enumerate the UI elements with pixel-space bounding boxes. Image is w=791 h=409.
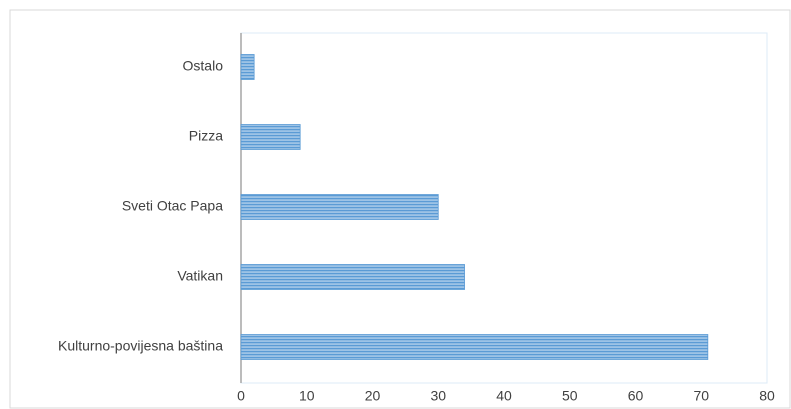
x-tick-label: 30 bbox=[430, 388, 446, 404]
bar bbox=[240, 124, 301, 150]
y-tick-label: Vatikan bbox=[177, 268, 223, 284]
x-tick-label: 40 bbox=[496, 388, 512, 404]
y-tick-label: Ostalo bbox=[183, 58, 224, 74]
x-tick-label: 60 bbox=[628, 388, 644, 404]
bar bbox=[240, 194, 439, 220]
y-tick-label: Pizza bbox=[189, 128, 223, 144]
bar bbox=[240, 334, 709, 360]
chart-frame bbox=[9, 9, 791, 409]
x-tick-label: 50 bbox=[562, 388, 578, 404]
x-tick-label: 80 bbox=[759, 388, 775, 404]
y-tick-label: Sveti Otac Papa bbox=[122, 198, 223, 214]
bar bbox=[240, 264, 465, 290]
x-tick-label: 0 bbox=[237, 388, 245, 404]
x-tick-label: 10 bbox=[299, 388, 315, 404]
bar bbox=[240, 54, 255, 80]
y-tick-label: Kulturno-povijesna baština bbox=[58, 338, 223, 354]
x-tick-label: 70 bbox=[693, 388, 709, 404]
x-tick-label: 20 bbox=[365, 388, 381, 404]
